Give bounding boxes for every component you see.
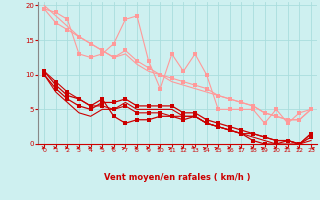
X-axis label: Vent moyen/en rafales ( km/h ): Vent moyen/en rafales ( km/h ) [104,173,251,182]
